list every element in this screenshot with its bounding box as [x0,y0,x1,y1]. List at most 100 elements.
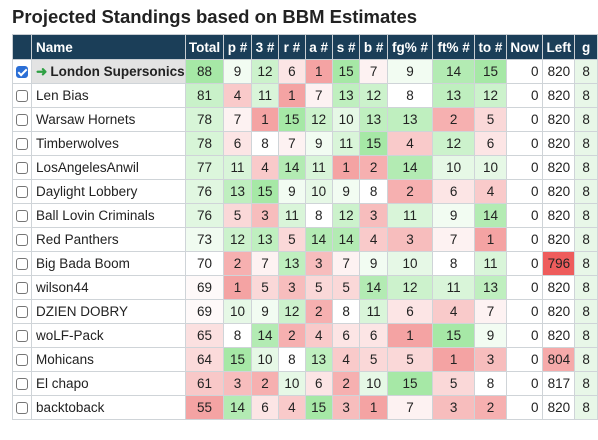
extra-cell: 8 [574,179,598,204]
category-cell-a: 10 [304,179,333,204]
category-cell-ft: 9 [432,203,476,228]
column-header-total[interactable]: Total [184,34,225,60]
row-select-cell [12,83,33,108]
category-cell-p: 4 [223,83,252,108]
team-name: Timberwolves [36,136,119,151]
table-row[interactable]: LosAngelesAnwil 77 11 4 14 11 1 2 14 10 10 0 820 8 [12,155,598,180]
total-cell: 61 [184,371,225,396]
row-checkbox[interactable] [16,306,29,319]
column-header-extra[interactable]: g [574,34,598,60]
column-header-3[interactable]: 3 # [250,34,280,60]
row-checkbox[interactable] [16,90,29,103]
extra-cell: 8 [574,395,598,420]
row-select-cell [12,155,33,180]
category-cell-a: 15 [304,395,333,420]
category-cell-ft: 3 [432,395,476,420]
category-cell-p: 7 [223,107,252,132]
table-row[interactable]: Big Bada Boom 70 2 7 13 3 7 9 10 8 11 0 796 8 [12,251,598,276]
table-row[interactable]: backtoback 55 14 6 4 15 3 1 7 3 2 0 820 8 [12,395,598,420]
category-cell-p: 11 [223,155,252,180]
category-cell-fg: 9 [387,59,434,84]
category-cell-fg: 5 [387,347,434,372]
row-select-cell [12,59,33,84]
page-title: Projected Standings based on BBM Estimat… [12,6,418,27]
category-cell-r: 13 [278,251,306,276]
row-checkbox[interactable] [16,258,29,271]
table-row[interactable]: Len Bias 81 4 11 1 7 13 12 8 13 12 0 820 8 [12,83,598,108]
row-checkbox[interactable] [16,138,29,151]
category-cell-p: 2 [223,251,252,276]
category-cell-b: 12 [359,83,389,108]
row-checkbox[interactable] [16,354,29,367]
table-body: ➜ London Supersonics 88 9 12 6 1 15 7 9 14 15 0 820 8 L… [12,59,598,420]
team-name: Mohicans [36,352,94,367]
category-cell-to: 10 [474,155,507,180]
column-header-left[interactable]: Left [542,34,576,60]
row-checkbox[interactable] [16,330,29,343]
team-name-cell: wilson44 [31,275,186,300]
total-cell: 69 [184,275,225,300]
category-cell-r: 11 [278,203,306,228]
category-cell-fg: 12 [387,275,434,300]
table-row[interactable]: wilson44 69 1 5 3 5 5 14 12 11 13 0 820 8 [12,275,598,300]
column-header-r[interactable]: r # [278,34,306,60]
left-cell: 820 [542,59,576,84]
row-checkbox[interactable] [16,66,29,79]
category-cell-a: 9 [304,131,333,156]
total-cell: 55 [184,395,225,420]
category-cell-to: 2 [474,395,507,420]
column-header-p[interactable]: p # [223,34,252,60]
category-cell-b: 13 [359,107,389,132]
now-cell: 0 [505,275,544,300]
table-row[interactable]: Mohicans 64 15 10 8 13 4 5 5 1 3 0 804 8 [12,347,598,372]
column-header-name[interactable]: Name [31,34,186,60]
table-row[interactable]: Ball Lovin Criminals 76 5 3 11 8 12 3 11 9 14 0 820 8 [12,203,598,228]
team-name: El chapo [36,376,89,391]
column-header-a[interactable]: a # [304,34,333,60]
category-cell-s: 4 [331,347,361,372]
category-cell-p: 15 [223,347,252,372]
select-column-header [12,34,33,60]
team-name: LosAngelesAnwil [36,160,139,175]
category-cell-to: 15 [474,59,507,84]
category-cell-b: 15 [359,131,389,156]
now-cell: 0 [505,323,544,348]
row-select-cell [12,179,33,204]
now-cell: 0 [505,59,544,84]
row-checkbox[interactable] [16,114,29,127]
row-checkbox[interactable] [16,378,29,391]
row-checkbox[interactable] [16,282,29,295]
category-cell-b: 6 [359,323,389,348]
category-cell-fg: 8 [387,83,434,108]
category-cell-b: 4 [359,227,389,252]
category-cell-s: 9 [331,179,361,204]
column-header-ft[interactable]: ft% # [432,34,476,60]
left-cell: 820 [542,203,576,228]
column-header-to[interactable]: to # [474,34,507,60]
category-cell-r: 8 [278,347,306,372]
now-cell: 0 [505,371,544,396]
row-checkbox[interactable] [16,210,29,223]
left-cell: 820 [542,83,576,108]
table-row[interactable]: Daylight Lobbery 76 13 15 9 10 9 8 2 6 4 0 820 8 [12,179,598,204]
category-cell-s: 12 [331,203,361,228]
category-cell-three: 12 [250,59,280,84]
left-cell: 820 [542,323,576,348]
row-checkbox[interactable] [16,186,29,199]
category-cell-three: 9 [250,299,280,324]
table-row[interactable]: woLF-Pack 65 8 14 2 4 6 6 1 15 9 0 820 8 [12,323,598,348]
table-row[interactable]: DZIEN DOBRY 69 10 9 12 2 8 11 6 4 7 0 820 8 [12,299,598,324]
row-checkbox[interactable] [16,402,29,415]
row-checkbox[interactable] [16,234,29,247]
table-row[interactable]: Timberwolves 78 6 8 7 9 11 15 4 12 6 0 820 8 [12,131,598,156]
column-header-now[interactable]: Now [505,34,544,60]
extra-cell: 8 [574,251,598,276]
table-row[interactable]: El chapo 61 3 2 10 6 2 10 15 5 8 0 817 8 [12,371,598,396]
column-header-b[interactable]: b # [359,34,389,60]
column-header-s[interactable]: s # [331,34,361,60]
table-row[interactable]: Red Panthers 73 12 13 5 14 14 4 3 7 1 0 820 8 [12,227,598,252]
table-row[interactable]: ➜ London Supersonics 88 9 12 6 1 15 7 9 14 15 0 820 8 [12,59,598,84]
row-checkbox[interactable] [16,162,29,175]
table-row[interactable]: Warsaw Hornets 78 7 1 15 12 10 13 13 2 5 0 820 8 [12,107,598,132]
column-header-fg[interactable]: fg% # [387,34,434,60]
